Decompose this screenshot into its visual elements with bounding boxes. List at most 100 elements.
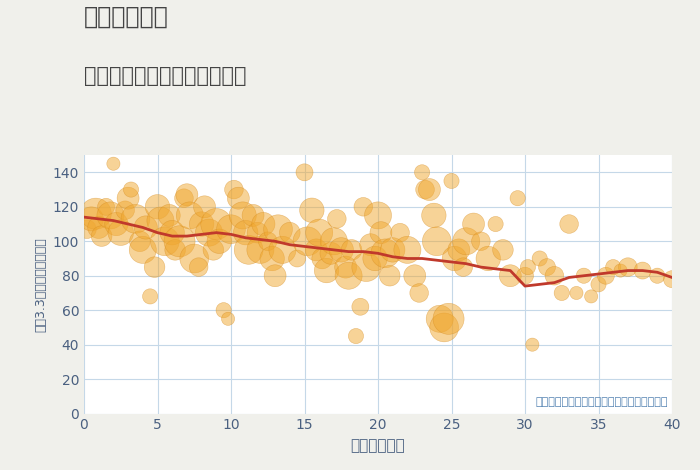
Point bbox=[497, 246, 508, 254]
Point bbox=[336, 246, 347, 254]
Point bbox=[454, 246, 465, 254]
Point bbox=[372, 212, 384, 219]
Point bbox=[468, 220, 479, 228]
Point bbox=[140, 224, 151, 231]
Point bbox=[178, 195, 190, 202]
Point bbox=[608, 263, 619, 271]
Point bbox=[314, 229, 325, 236]
Point bbox=[258, 220, 269, 228]
Point bbox=[542, 263, 553, 271]
Point bbox=[346, 246, 357, 254]
Point bbox=[225, 226, 237, 233]
Point bbox=[637, 267, 648, 274]
Point bbox=[85, 215, 97, 223]
Point bbox=[564, 220, 575, 228]
Point bbox=[232, 195, 244, 202]
Point bbox=[125, 186, 136, 193]
Point bbox=[144, 293, 155, 300]
Point bbox=[343, 272, 354, 280]
Point bbox=[122, 195, 134, 202]
Point bbox=[652, 272, 663, 280]
Point bbox=[93, 224, 104, 231]
Point bbox=[522, 263, 533, 271]
Point bbox=[302, 237, 313, 245]
Point bbox=[395, 229, 406, 236]
Point bbox=[534, 255, 545, 262]
Point bbox=[370, 255, 381, 262]
Text: 円の大きさは、取引のあった物件面積を示す: 円の大きさは、取引のあった物件面積を示す bbox=[536, 397, 668, 407]
Point bbox=[483, 255, 494, 262]
Point bbox=[438, 324, 450, 331]
Point bbox=[223, 315, 234, 322]
Point bbox=[593, 281, 604, 288]
Point bbox=[449, 255, 460, 262]
Point bbox=[340, 263, 351, 271]
Point bbox=[424, 186, 435, 193]
Point bbox=[101, 203, 112, 211]
Point bbox=[174, 237, 185, 245]
Point bbox=[307, 206, 318, 214]
Point bbox=[458, 263, 469, 271]
Point bbox=[355, 303, 366, 311]
Point bbox=[384, 272, 395, 280]
Point bbox=[181, 191, 193, 198]
Point bbox=[291, 255, 302, 262]
Point bbox=[379, 250, 391, 257]
Point bbox=[409, 272, 420, 280]
Point bbox=[149, 263, 160, 271]
Point bbox=[331, 215, 342, 223]
Point bbox=[622, 263, 634, 271]
Point bbox=[505, 272, 516, 280]
Point bbox=[512, 195, 524, 202]
Point bbox=[262, 237, 273, 245]
Point bbox=[414, 289, 425, 297]
Point bbox=[666, 275, 678, 283]
Point bbox=[214, 237, 225, 245]
Point bbox=[164, 212, 175, 219]
Point bbox=[240, 229, 251, 236]
Point bbox=[199, 203, 210, 211]
Point bbox=[311, 246, 322, 254]
Y-axis label: 坪（3.3㎡）単価（万円）: 坪（3.3㎡）単価（万円） bbox=[34, 237, 47, 332]
Point bbox=[299, 169, 310, 176]
Point bbox=[237, 212, 248, 219]
Point bbox=[120, 206, 131, 214]
Point bbox=[284, 229, 295, 236]
Point bbox=[365, 241, 377, 249]
Point bbox=[184, 212, 195, 219]
Point bbox=[328, 237, 339, 245]
Point bbox=[169, 246, 181, 254]
Point bbox=[416, 169, 428, 176]
Point bbox=[81, 226, 92, 233]
Point bbox=[475, 237, 486, 245]
Point bbox=[321, 267, 332, 274]
Point bbox=[115, 229, 126, 236]
Point bbox=[431, 237, 442, 245]
Point bbox=[248, 212, 259, 219]
Point bbox=[571, 289, 582, 297]
Point bbox=[549, 272, 560, 280]
Point bbox=[130, 215, 141, 223]
Point bbox=[270, 272, 281, 280]
Point bbox=[461, 237, 472, 245]
Point bbox=[196, 220, 207, 228]
Point bbox=[615, 267, 626, 274]
Point bbox=[428, 212, 440, 219]
Point bbox=[402, 246, 413, 254]
Point bbox=[375, 229, 386, 236]
Point bbox=[105, 212, 116, 219]
Text: 埼玉県谷塚駅: 埼玉県谷塚駅 bbox=[84, 5, 169, 29]
Point bbox=[208, 246, 219, 254]
Point bbox=[228, 186, 239, 193]
Point bbox=[152, 203, 163, 211]
Point bbox=[586, 293, 597, 300]
Point bbox=[556, 289, 567, 297]
X-axis label: 築年数（年）: 築年数（年） bbox=[351, 438, 405, 453]
Point bbox=[527, 341, 538, 348]
Point bbox=[90, 210, 101, 218]
Point bbox=[443, 315, 454, 322]
Point bbox=[267, 255, 278, 262]
Text: 築年数別中古マンション価格: 築年数別中古マンション価格 bbox=[84, 66, 246, 86]
Point bbox=[272, 226, 284, 233]
Point bbox=[358, 203, 369, 211]
